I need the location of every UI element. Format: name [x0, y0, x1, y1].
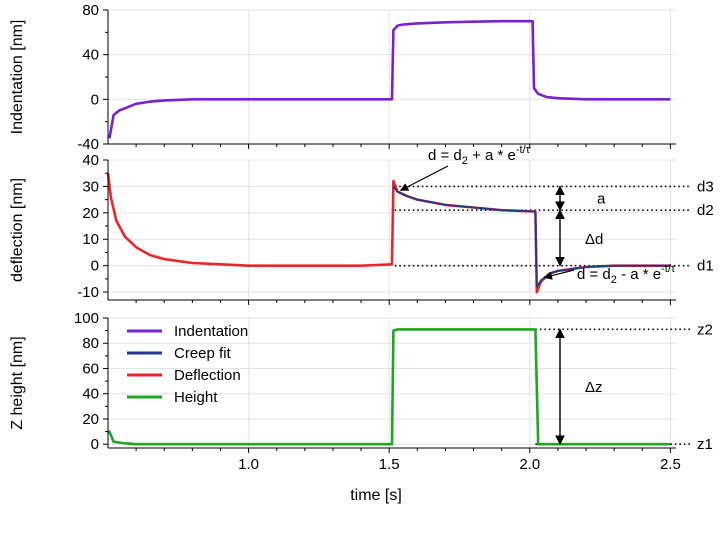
y-tick-label: 10: [82, 231, 99, 248]
series-line: [392, 185, 671, 288]
fall-equation-arrow: [543, 269, 575, 280]
y-axis-title: Z height [nm]: [9, 336, 26, 429]
axes-layer: -40 0 40 80 Indentation [nm] -10 0 10 20 30 40 defl…: [9, 2, 681, 504]
legend-label: Indentation: [174, 323, 248, 340]
reference-line-label: d3: [697, 178, 714, 195]
x-tick-label: 1.0: [238, 456, 259, 473]
y-tick-label: 20: [82, 205, 99, 222]
delta-z-label: Δz: [585, 379, 603, 396]
y-tick-label: 0: [91, 258, 99, 275]
rise-equation: d = d2 + a * e-t/τ: [428, 144, 531, 167]
y-tick-label: 40: [82, 152, 99, 169]
reference-line-label: d1: [697, 258, 714, 275]
x-tick-label: 2.5: [660, 456, 681, 473]
y-tick-label: -10: [77, 284, 99, 301]
y-tick-label: 30: [82, 178, 99, 195]
rise-equation-arrow: [399, 165, 449, 191]
series-line: [107, 328, 671, 446]
y-tick-label: 40: [82, 386, 99, 403]
legend-label: Deflection: [174, 367, 241, 384]
a-label: a: [597, 190, 606, 207]
y-tick-label: 0: [91, 91, 99, 108]
delta-d-label: Δd: [585, 231, 603, 248]
legend: Indentation Creep fit Deflection Height: [127, 323, 248, 406]
reference-line-label: d2: [697, 202, 714, 219]
series-line: [108, 19, 671, 139]
reference-lines-layer: d3 d2 d1 z2 z1: [394, 178, 714, 453]
y-axis-title: deflection [nm]: [9, 178, 26, 282]
y-tick-label: 60: [82, 360, 99, 377]
y-tick-label: 100: [74, 310, 99, 327]
y-axis-title: Indentation [nm]: [9, 20, 26, 135]
legend-label: Height: [174, 389, 218, 406]
y-tick-label: -40: [77, 136, 99, 153]
x-axis-title: time [s]: [350, 487, 402, 504]
y-tick-label: 80: [82, 2, 99, 19]
reference-line-label: z2: [697, 321, 713, 338]
reference-line-label: z1: [697, 436, 713, 453]
x-tick-label: 2.0: [519, 456, 540, 473]
y-tick-label: 20: [82, 411, 99, 428]
y-tick-label: 40: [82, 47, 99, 64]
legend-label: Creep fit: [174, 345, 232, 362]
y-tick-label: 80: [82, 335, 99, 352]
x-tick-label: 1.5: [379, 456, 400, 473]
y-tick-label: 0: [91, 436, 99, 453]
annotations-layer: a Δd d = d2 + a * e-t/τ d = d2 - a * e-t/τ Δ…: [399, 144, 676, 446]
fall-equation: d = d2 - a * e-t/τ: [577, 263, 676, 286]
